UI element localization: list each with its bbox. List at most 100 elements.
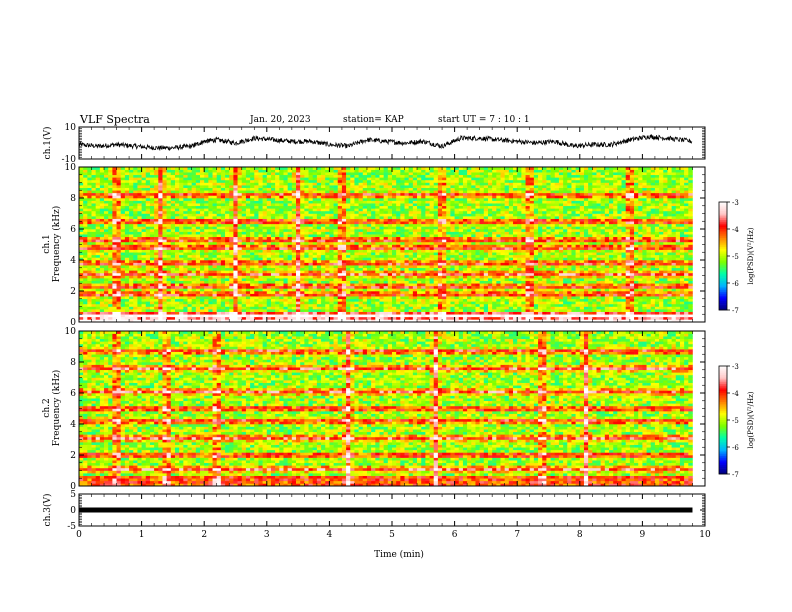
spectrogram-cell xyxy=(238,229,242,232)
spectrogram-cell xyxy=(329,260,333,263)
spectrogram-cell xyxy=(392,203,396,206)
spectrogram-cell xyxy=(350,278,354,281)
spectrogram-cell xyxy=(296,183,300,186)
spectrogram-cell xyxy=(325,216,329,219)
spectrogram-cell xyxy=(350,180,354,183)
spectrogram-cell xyxy=(267,260,271,263)
spectrogram-cell xyxy=(342,219,346,222)
spectrogram-cell xyxy=(288,175,292,178)
spectrogram-cell xyxy=(405,245,409,248)
spectrogram-cell xyxy=(388,208,392,211)
spectrogram-cell xyxy=(96,216,100,219)
spectrogram-cell xyxy=(250,250,254,253)
spectrogram-cell xyxy=(271,294,275,297)
spectrogram-cell xyxy=(221,180,225,183)
spectrogram-cell xyxy=(142,257,146,260)
spectrogram-cell xyxy=(137,237,141,240)
spectrogram-cell xyxy=(250,234,254,237)
spectrogram-cell xyxy=(150,299,154,302)
spectrogram-cell xyxy=(334,288,338,291)
spectrogram-cell xyxy=(146,185,150,188)
spectrogram-cell xyxy=(384,309,388,312)
spectrogram-cell xyxy=(313,312,317,315)
spectrogram-cell xyxy=(79,255,83,258)
spectrogram-cell xyxy=(217,237,221,240)
spectrogram-cell xyxy=(363,252,367,255)
spectrogram-cell xyxy=(405,188,409,191)
spectrogram-cell xyxy=(171,219,175,222)
spectrogram-cell xyxy=(108,276,112,279)
spectrogram-cell xyxy=(375,257,379,260)
spectrogram-cell xyxy=(183,278,187,281)
spectrogram-cell xyxy=(346,260,350,263)
spectrogram-cell xyxy=(354,234,358,237)
spectrogram-cell xyxy=(100,288,104,291)
spectrogram-cell xyxy=(288,247,292,250)
spectrogram-cell xyxy=(167,188,171,191)
spectrogram-cell xyxy=(188,170,192,173)
spectrogram-cell xyxy=(146,201,150,204)
spectrogram-cell xyxy=(225,265,229,268)
spectrogram-cell xyxy=(300,276,304,279)
spectrogram-cell xyxy=(221,175,225,178)
spectrogram-cell xyxy=(217,291,221,294)
spectrogram-cell xyxy=(388,177,392,180)
spectrogram-cell xyxy=(104,198,108,201)
spectrogram-cell xyxy=(250,188,254,191)
spectrogram-cell xyxy=(208,278,212,281)
spectrogram-cell xyxy=(142,270,146,273)
spectrogram-cell xyxy=(79,278,83,281)
spectrogram-cell xyxy=(242,185,246,188)
spectrogram-cell xyxy=(375,201,379,204)
spectrogram-cell xyxy=(283,291,287,294)
spectrogram-cell xyxy=(346,257,350,260)
spectrogram-cell xyxy=(167,224,171,227)
spectrogram-cell xyxy=(242,211,246,214)
spectrogram-cell xyxy=(405,185,409,188)
spectrogram-cell xyxy=(217,307,221,310)
spectrogram-cell xyxy=(125,309,129,312)
spectrogram-cell xyxy=(238,193,242,196)
spectrogram-cell xyxy=(288,170,292,173)
spectrogram-cell xyxy=(317,304,321,307)
spectrogram-cell xyxy=(359,247,363,250)
spectrogram-cell xyxy=(363,307,367,310)
spectrogram-cell xyxy=(196,214,200,217)
spectrogram-cell xyxy=(100,190,104,193)
spectrogram-cell xyxy=(229,268,233,271)
spectrogram-cell xyxy=(313,175,317,178)
spectrogram-cell xyxy=(413,232,417,235)
spectrogram-cell xyxy=(92,183,96,186)
spectrogram-cell xyxy=(129,294,133,297)
spectrogram-cell xyxy=(321,312,325,315)
spectrogram-cell xyxy=(321,242,325,245)
spectrogram-cell xyxy=(188,226,192,229)
spectrogram-cell xyxy=(133,229,137,232)
spectrogram-cell xyxy=(162,195,166,198)
spectrogram-cell xyxy=(83,250,87,253)
spectrogram-cell xyxy=(188,247,192,250)
spectrogram-cell xyxy=(179,242,183,245)
spectrogram-cell xyxy=(263,252,267,255)
spectrogram-cell xyxy=(371,260,375,263)
spectrogram-cell xyxy=(288,234,292,237)
spectrogram-cell xyxy=(334,296,338,299)
spectrogram-cell xyxy=(125,172,129,175)
spectrogram-cell xyxy=(213,180,217,183)
spectrogram-cell xyxy=(125,317,129,320)
spectrogram-cell xyxy=(313,304,317,307)
spectrogram-cell xyxy=(121,177,125,180)
spectrogram-cell xyxy=(125,255,129,258)
spectrogram-cell xyxy=(275,183,279,186)
spectrogram-cell xyxy=(233,219,237,222)
spectrogram-cell xyxy=(129,304,133,307)
spectrogram-cell xyxy=(179,208,183,211)
spectrogram-cell xyxy=(233,206,237,209)
spectrogram-cell xyxy=(254,239,258,242)
spectrogram-cell xyxy=(150,255,154,258)
spectrogram-cell xyxy=(263,219,267,222)
spectrogram-cell xyxy=(133,234,137,237)
spectrogram-cell xyxy=(338,216,342,219)
spectrogram-cell xyxy=(313,177,317,180)
spectrogram-cell xyxy=(217,188,221,191)
